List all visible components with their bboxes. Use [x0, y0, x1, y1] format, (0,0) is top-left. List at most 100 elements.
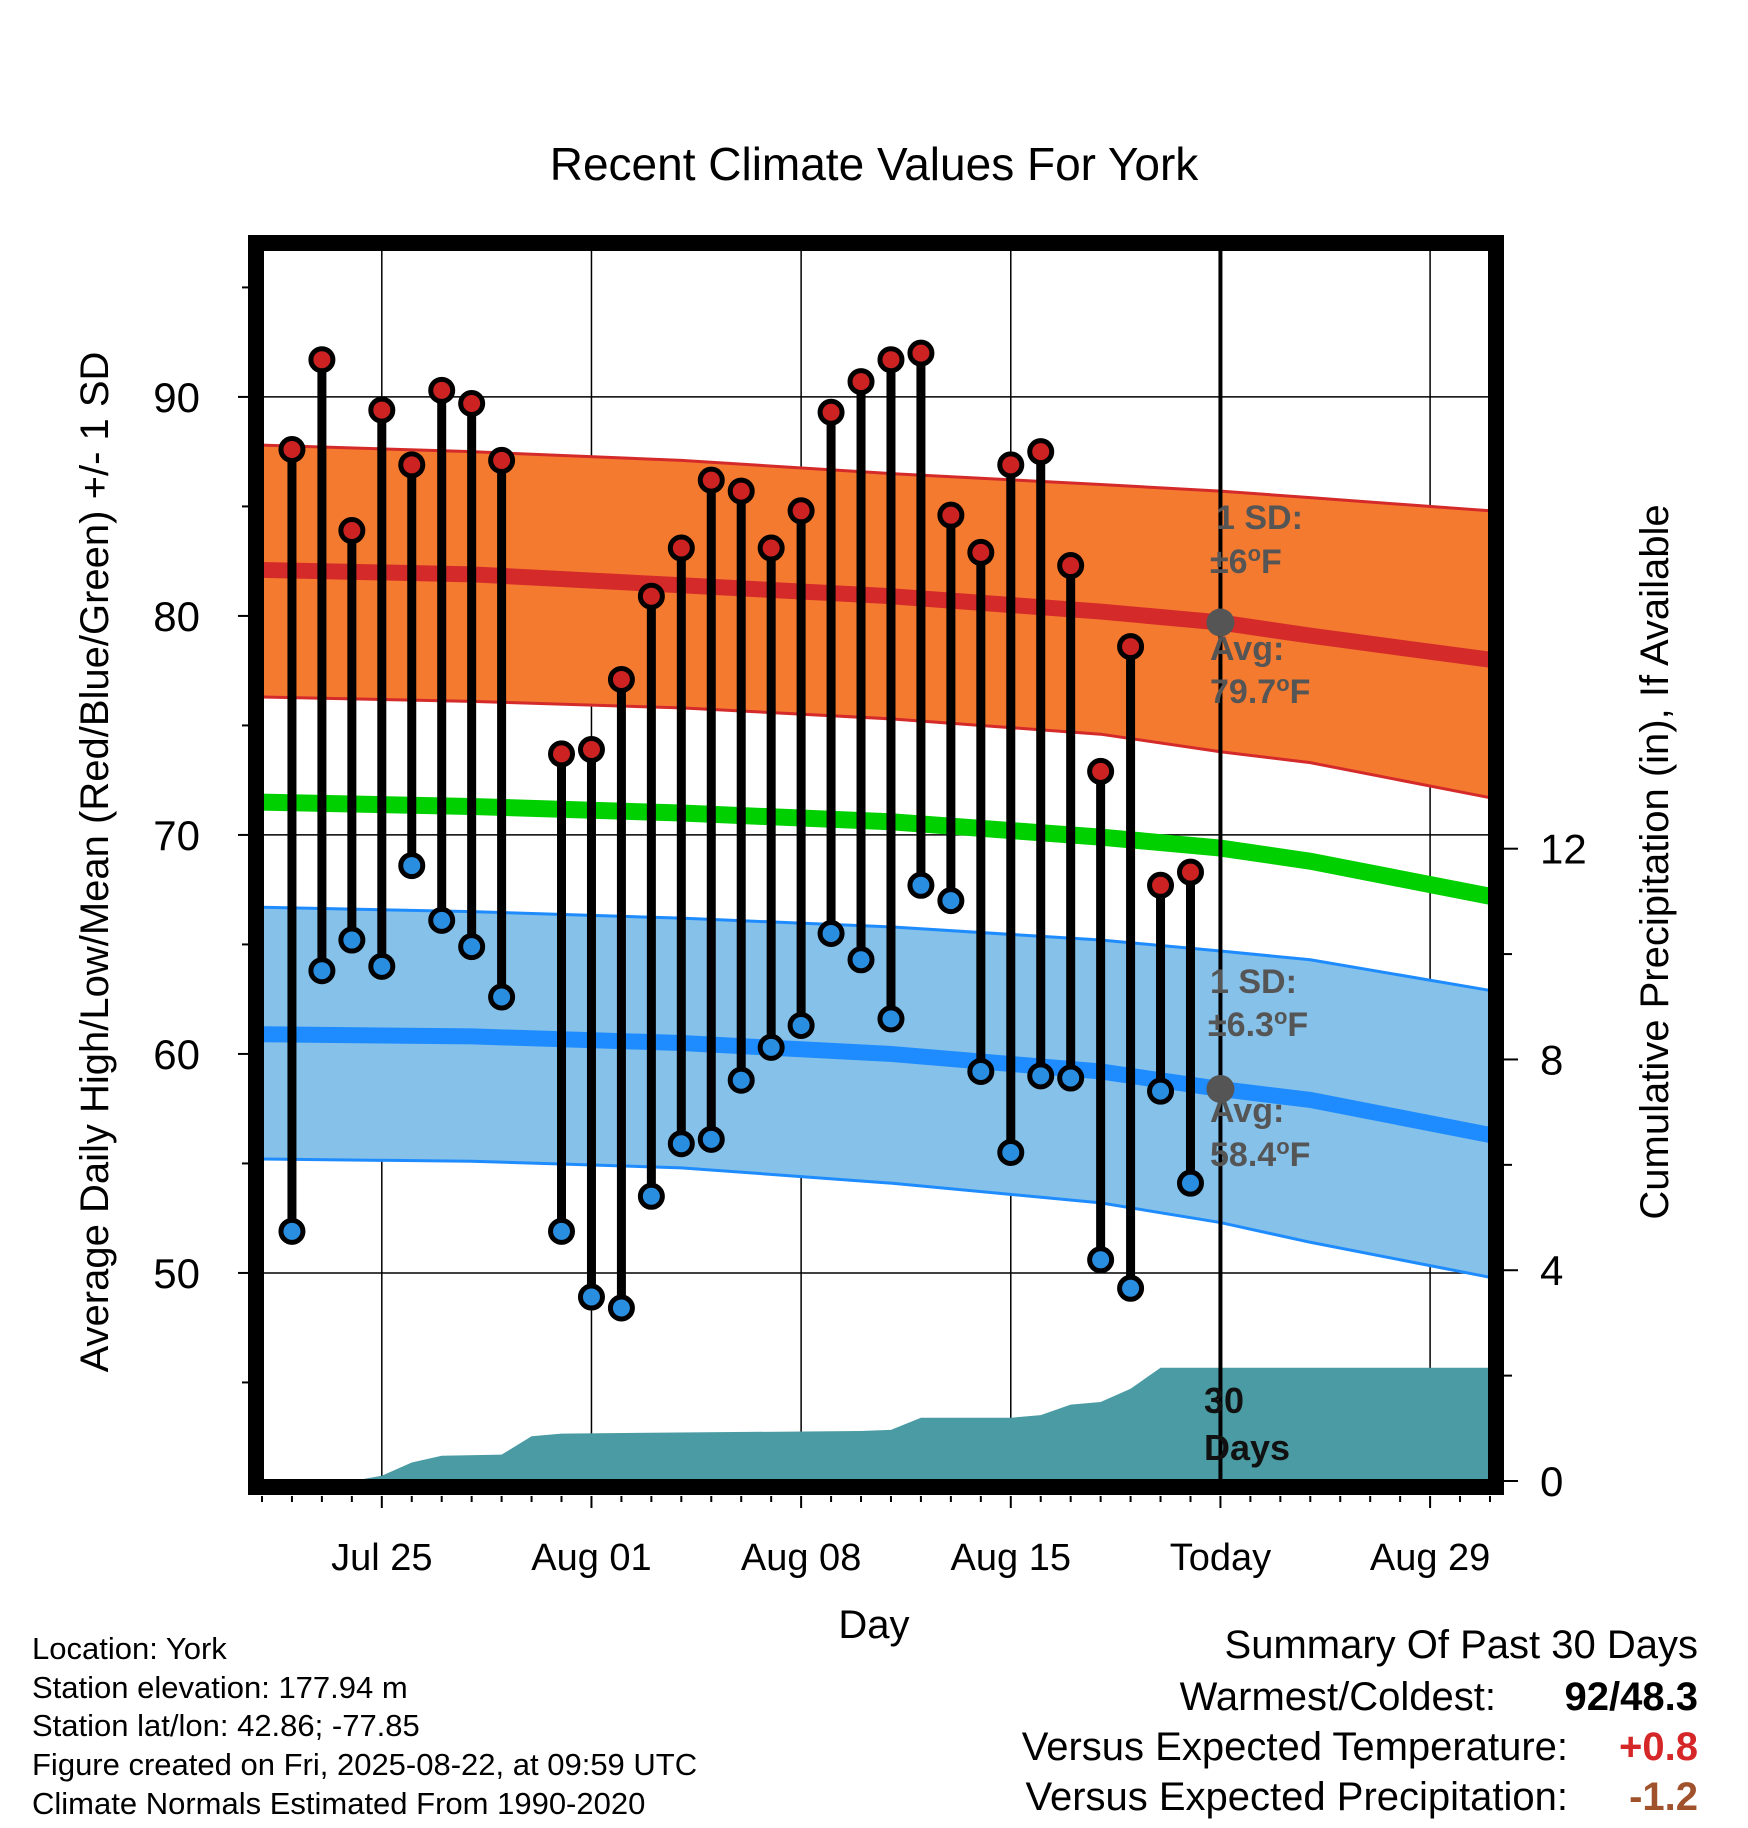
y-axis-label: Average Daily High/Low/Mean (Red/Blue/Gr…	[73, 352, 117, 1373]
low-upper-line	[261, 905, 1491, 992]
y-tick-label: 80	[153, 593, 200, 640]
elevation-text: Station elevation: 177.94 m	[32, 1670, 408, 1705]
low-avg-annotation: 58.4oF	[1210, 1134, 1310, 1175]
low-point	[847, 946, 875, 974]
low-point	[877, 1005, 905, 1033]
high-average-line	[261, 561, 1492, 668]
high-point	[1147, 871, 1175, 899]
low-point	[727, 1066, 755, 1094]
high-avg-title: Avg:	[1210, 630, 1284, 668]
low-point	[697, 1125, 725, 1153]
y2-axis-label: Cumulative Precipitation (in), If Availa…	[1633, 504, 1677, 1219]
normals-text: Climate Normals Estimated From 1990-2020	[32, 1786, 645, 1821]
high-sd-label: 1 SD:	[1216, 499, 1303, 537]
y2-tick-label: 12	[1540, 826, 1587, 873]
low-point	[278, 1217, 306, 1245]
precipitation-area	[351, 1367, 1491, 1481]
high-point	[847, 368, 875, 396]
low-sd-value: ±6.3	[1208, 1006, 1274, 1044]
low-point	[428, 906, 456, 934]
low-point	[548, 1217, 576, 1245]
x-tick-label: Today	[1170, 1537, 1271, 1579]
high-sd-band	[262, 445, 1490, 798]
summary-panel: Summary Of Past 30 Days Warmest/Coldest:…	[1022, 1623, 1698, 1819]
high-point	[967, 538, 995, 566]
days-count: 30	[1204, 1380, 1244, 1421]
latlon-text: Station lat/lon: 42.86; -77.85	[32, 1708, 420, 1743]
plot-border	[248, 235, 1504, 1495]
low-lower-line	[261, 1157, 1491, 1279]
high-point	[937, 501, 965, 529]
low-point	[997, 1138, 1025, 1166]
low-point	[1027, 1062, 1055, 1090]
high-point	[1117, 633, 1145, 661]
high-point	[548, 740, 576, 768]
high-lower-line	[261, 695, 1491, 800]
fahrenheit-unit: F	[1287, 1006, 1308, 1044]
precipitation-departure-value: -1.2	[1629, 1775, 1698, 1819]
high-point	[697, 466, 725, 494]
high-point	[368, 396, 396, 424]
days-count-label: 30	[1204, 1380, 1244, 1421]
low-point	[338, 926, 366, 954]
low-point	[907, 871, 935, 899]
y2-tick-label: 8	[1540, 1036, 1563, 1083]
low-point	[607, 1294, 635, 1322]
high-point	[607, 665, 635, 693]
high-point	[667, 534, 695, 562]
high-point	[308, 346, 336, 374]
low-point	[817, 919, 845, 947]
low-sd-annotation: ±6.3oF	[1208, 1004, 1308, 1045]
observation-stems	[278, 339, 1204, 1322]
high-avg-annotation: 79.7oF	[1210, 671, 1310, 712]
x-tick-label: Aug 29	[1370, 1537, 1490, 1579]
today-low-average-marker	[1206, 1074, 1235, 1103]
high-point	[458, 389, 486, 417]
high-point	[727, 477, 755, 505]
x-tick-label: Aug 08	[741, 1537, 861, 1579]
high-avg-label: Avg:	[1210, 630, 1284, 668]
high-point	[278, 435, 306, 463]
low-point	[757, 1033, 785, 1061]
mean-average-line	[261, 793, 1492, 905]
low-point	[1087, 1246, 1115, 1274]
low-point	[937, 887, 965, 915]
warmest-value: 92	[1565, 1675, 1610, 1719]
low-point	[967, 1057, 995, 1085]
precipitation-departure-label: Versus Expected Precipitation:	[1025, 1775, 1568, 1819]
high-point	[1027, 438, 1055, 466]
high-point	[398, 451, 426, 479]
y2-tick-label: 0	[1540, 1458, 1563, 1505]
low-point	[308, 957, 336, 985]
low-point	[1117, 1274, 1145, 1302]
fahrenheit-unit: F	[1290, 673, 1311, 711]
low-point	[1176, 1169, 1204, 1197]
low-avg-title: Avg:	[1210, 1092, 1284, 1130]
today-high-average-marker	[1206, 608, 1235, 637]
created-text: Figure created on Fri, 2025-08-22, at 09…	[32, 1747, 697, 1782]
temperature-departure-value: +0.8	[1619, 1725, 1698, 1769]
y2-tick-label: 4	[1540, 1247, 1563, 1294]
degree-sign: o	[1276, 671, 1289, 696]
high-sd-annotation: ±6oF	[1210, 541, 1282, 582]
precipitation-fill	[351, 1367, 1491, 1481]
high-point	[428, 376, 456, 404]
low-point	[787, 1011, 815, 1039]
high-point	[877, 346, 905, 374]
y-tick-label: 50	[153, 1250, 200, 1297]
low-point	[488, 983, 516, 1011]
high-point	[338, 517, 366, 545]
high-sd-value: ±6	[1210, 543, 1248, 581]
high-point	[817, 398, 845, 426]
days-word: Days	[1204, 1427, 1290, 1468]
degree-sign: o	[1276, 1134, 1289, 1159]
high-avg-value: 79.7	[1210, 673, 1276, 711]
days-word-label: Days	[1204, 1427, 1290, 1468]
high-point	[907, 339, 935, 367]
plot-frame	[248, 235, 1504, 1495]
low-average-line	[261, 1026, 1492, 1143]
fahrenheit-unit: F	[1290, 1136, 1311, 1174]
y-tick-label: 90	[153, 374, 200, 421]
